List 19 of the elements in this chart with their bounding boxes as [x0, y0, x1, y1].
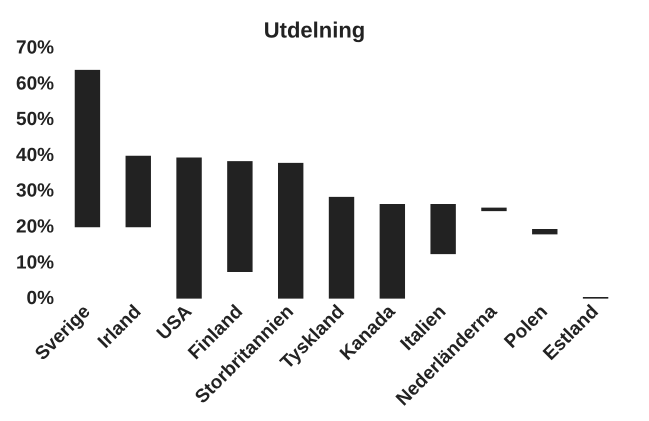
y-tick-label: 10% [16, 252, 54, 274]
y-tick-label: 40% [16, 144, 54, 166]
chart-title: Utdelning [264, 17, 366, 42]
bar [532, 229, 558, 234]
bar [176, 158, 202, 299]
y-tick-label: 70% [16, 38, 54, 59]
bar [74, 70, 100, 228]
bar [278, 162, 304, 299]
y-tick-label: 50% [16, 109, 54, 130]
bar [430, 204, 456, 254]
y-tick-label: 0% [26, 288, 54, 310]
bar [481, 208, 507, 212]
bar [380, 204, 406, 299]
bar [126, 156, 151, 228]
y-tick-label: 60% [16, 73, 54, 94]
y-tick-label: 20% [16, 216, 54, 238]
bar [227, 161, 253, 272]
bar [328, 196, 354, 299]
y-tick-label: 30% [16, 180, 54, 202]
